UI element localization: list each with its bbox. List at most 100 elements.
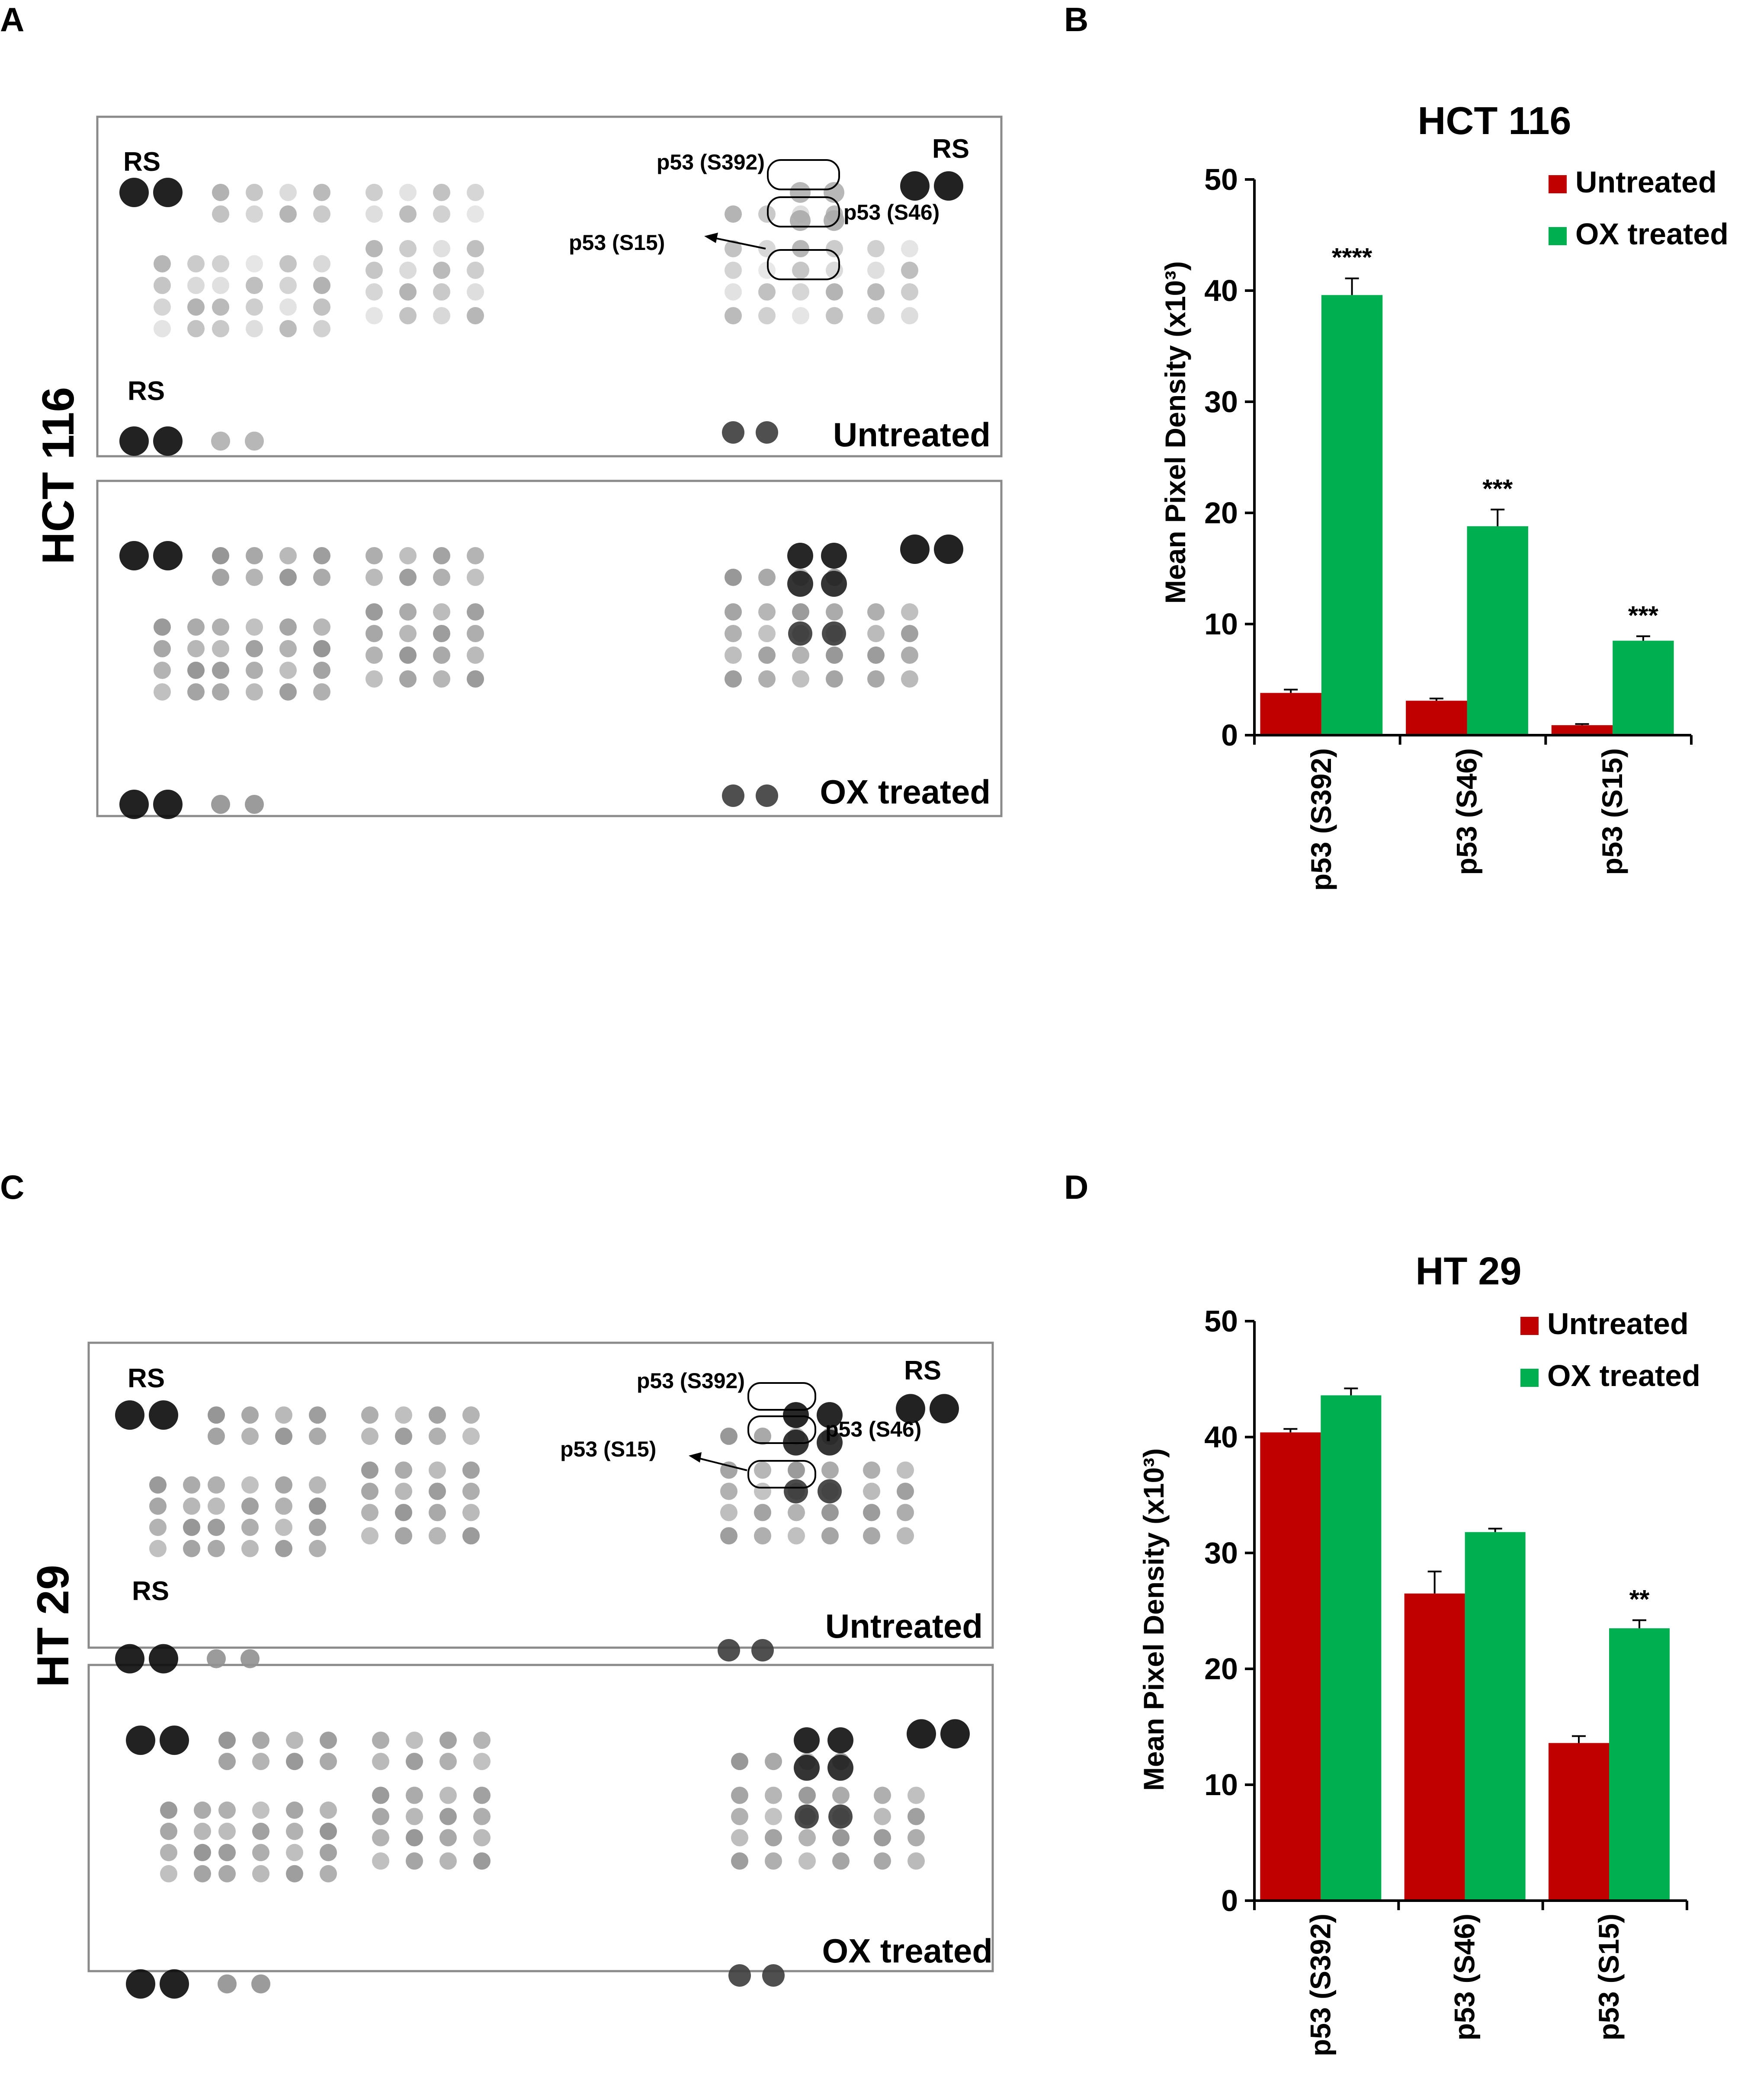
blot-spot [286,1822,303,1840]
blot-spot [907,1808,925,1825]
blot-spot [246,640,263,657]
blot-spot [399,603,417,621]
blot-spot [794,1754,820,1781]
blot-spot [406,1829,423,1847]
blot-spot [756,421,778,444]
blot-spot [863,1461,880,1479]
blot-spot [275,1476,292,1494]
annotation-label-s15: p53 (S15) [569,230,665,255]
blot-spot [940,1719,970,1749]
blot-spot [792,647,809,664]
blot-spot [212,662,229,679]
blot-spot [725,262,742,279]
blot-spot [279,298,297,316]
blot-spot [372,1808,389,1825]
blot-spot [751,1639,774,1661]
blot-spot [433,240,450,257]
x-tick-label: p53 (S46) [1451,748,1483,875]
blot-spot [399,262,417,279]
blot-spot [433,670,450,688]
bar-untreated [1260,1432,1321,1901]
blot-spot [187,683,205,701]
blot-spot [309,1476,326,1494]
blot-spot [313,320,330,337]
blot-spot [366,603,383,621]
blot-spot [731,1829,748,1847]
blot-spot [252,1865,269,1882]
blot-spot [725,283,742,301]
rs-label-top-right: RS [904,1356,941,1386]
blot-spot [245,795,264,814]
blot-spot [826,603,843,621]
blot-spot [725,307,742,324]
blot-spot [731,1808,748,1825]
blot-spot [246,547,263,564]
blot-spot [361,1428,378,1445]
blot-panel-ht29: HT 29 RS RS RS p53 (S392) p53 (S46) p53 … [28,1341,994,1999]
blot-spot [246,277,263,294]
blot-spot [313,569,330,586]
blot-spot [246,683,263,701]
blot-spot [218,1732,236,1749]
blot-spot [900,535,930,564]
blot-spot [320,1732,337,1749]
blot-spot [756,784,778,807]
blot-condition-untreated: Untreated [833,416,991,454]
blot-spot [399,240,417,257]
blot-spot [366,262,383,279]
blot-spot [754,1527,771,1545]
blot-spot [788,1461,805,1479]
blot-spot [473,1786,491,1804]
blot-spot [212,184,229,201]
blot-spot [279,255,297,272]
blot-spot [433,569,450,586]
blot-spot [433,625,450,642]
blot-spot [241,1406,259,1424]
x-tick-label: p53 (S392) [1305,748,1337,891]
blot-spot [252,1753,269,1770]
blot-spot [241,1428,259,1445]
blot-spot [758,603,776,621]
spot-array-untreated [115,1394,959,1674]
blot-spot [784,1479,808,1504]
blot-spot [462,1527,480,1545]
blot-spot [867,670,885,688]
blot-spot [754,1504,771,1521]
blot-spot [183,1540,200,1557]
blot-spot [279,662,297,679]
legend-label: OX treated [1575,217,1728,251]
blot-spot [725,647,742,664]
blot-spot [787,571,813,597]
blot-spot [818,1479,842,1504]
blot-spot [246,298,263,316]
blot-spot [211,795,230,814]
blot-spot [429,1461,446,1479]
x-tick-label: p53 (S15) [1596,748,1628,875]
blot-spot [252,1844,269,1861]
blot-spot [467,205,484,223]
blot-spot [874,1829,891,1847]
blot-spot [399,647,417,664]
blot-spot [473,1808,491,1825]
blot-spot [467,647,484,664]
blot-spot [433,205,450,223]
blot-spot [126,1969,155,1999]
blot-spot [863,1527,880,1545]
blot-spot [115,1644,144,1674]
blot-spot [218,1974,237,1994]
blot-spot [119,541,149,570]
blot-spot [867,283,885,301]
blot-spot [930,1394,959,1424]
blot-spot [406,1852,423,1870]
y-tick-label: 10 [1204,1768,1238,1802]
y-tick-label: 30 [1204,1536,1238,1570]
blot-spot [313,662,330,679]
blot-spot [279,277,297,294]
blot-spot [798,1829,816,1847]
blot-spot [160,1725,189,1755]
blot-spot [467,603,484,621]
blot-spot [395,1428,412,1445]
annotation-oval-s15 [747,1460,816,1489]
blot-spot [897,1461,914,1479]
blot-spot [467,569,484,586]
